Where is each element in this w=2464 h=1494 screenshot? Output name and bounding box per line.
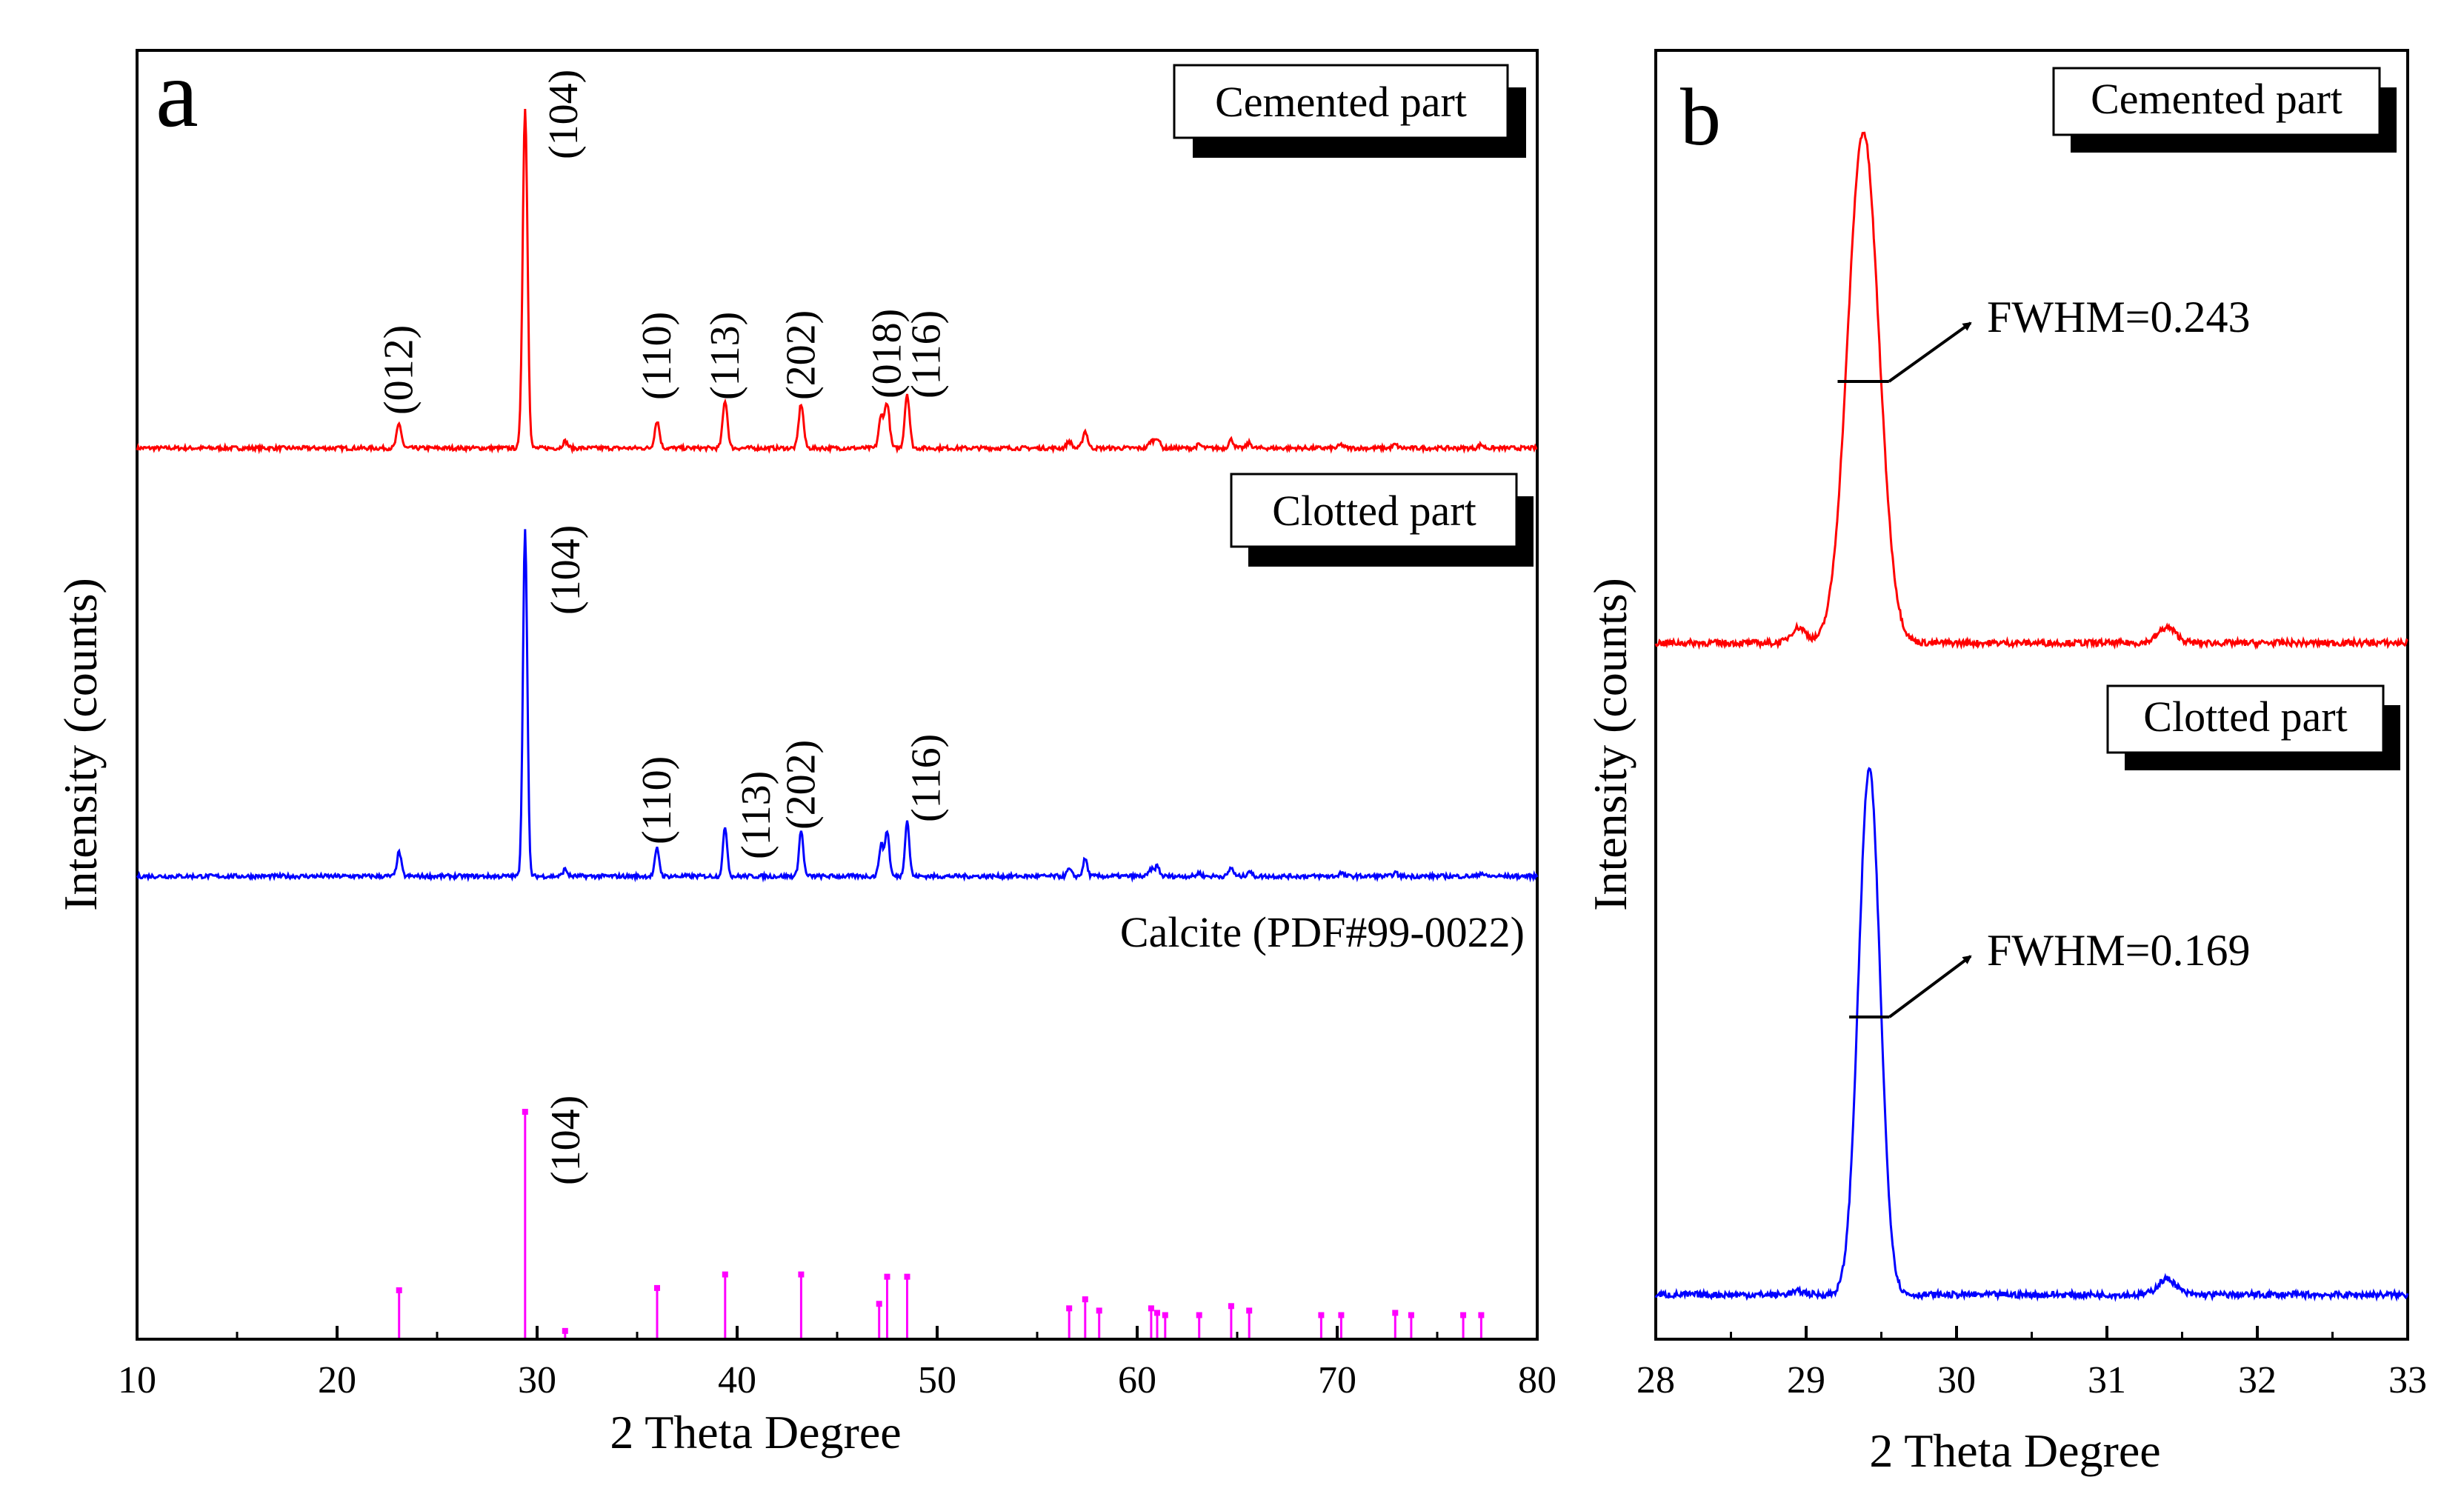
panel-b-fwhm-arrow: [1888, 321, 1972, 383]
panel-a-legend-cemented: Cemented part: [1173, 64, 1526, 158]
panel-a-annotations: (012)(104)(110) (113) (202) (018)(116)(104)…: [376, 70, 950, 1185]
panel-a-calcite-stem-marker: [1338, 1312, 1345, 1318]
panel-b-fwhm-label: FWHM=0.169: [1987, 926, 2251, 975]
panel-b-series-clotted-line: [1654, 767, 2409, 1302]
panel-a-cemented-hkl-label: (110): [634, 312, 680, 400]
panel-a-calcite-stem-marker: [1196, 1312, 1202, 1318]
panel-a-legend-cemented-label: Cemented part: [1215, 78, 1467, 126]
panel-a: a 10 20 30 40 50 60 70 80 2 Theta Degree Intens…: [54, 41, 1556, 1458]
panel-a-clotted-hkl-label: (202): [778, 740, 824, 830]
panel-b-legend-cemented: Cemented part: [2052, 67, 2397, 153]
panel-a-frame: [136, 49, 1539, 1341]
panel-a-cemented-hkl-label: (202): [778, 310, 824, 400]
panel-b-fwhm-annotations: FWHM=0.243 FWHM=0.169: [1837, 293, 2251, 1018]
panel-a-cemented-hkl-label: (018): [865, 309, 910, 398]
panel-a-calcite-stem-marker: [1228, 1303, 1234, 1310]
panel-a-cemented-hkl-label: (113): [702, 312, 748, 400]
panel-a-calcite-stem-marker: [798, 1271, 805, 1278]
panel-a-calcite-stem-marker: [1162, 1312, 1168, 1318]
panel-a-calcite-stem-marker: [396, 1287, 402, 1293]
panel-b-series-cemented-line: [1654, 131, 2408, 650]
panel-b-y-axis-label: Intensity (counts): [1584, 578, 1636, 911]
panel-a-calcite-stem-marker: [1460, 1312, 1467, 1318]
panel-a-x-tick-label: 60: [1118, 1359, 1156, 1401]
panel-a-calcite-stem-marker: [884, 1273, 890, 1280]
panel-b-legend-clotted-label: Clotted part: [2143, 693, 2347, 741]
panel-a-calcite-stem-marker: [1392, 1310, 1399, 1316]
panel-a-calcite-stem-marker: [1246, 1307, 1253, 1314]
panel-b-legend-clotted: Clotted part: [2106, 684, 2400, 770]
panel-a-calcite-stem-marker: [1082, 1296, 1088, 1303]
panel-a-x-tick-label: 30: [518, 1359, 556, 1401]
panel-a-clotted-hkl-label: (116): [904, 734, 950, 822]
panel-b-x-tick-label: 31: [2088, 1359, 2126, 1401]
panel-a-calcite-stem-marker: [522, 1109, 528, 1115]
panel-a-x-tick-label: 20: [318, 1359, 356, 1401]
panel-a-calcite-stem-marker: [654, 1284, 660, 1291]
panel-a-x-tick-label: 10: [118, 1359, 156, 1401]
panel-a-calcite-stem-marker: [1066, 1305, 1073, 1312]
panel-a-calcite-stem-marker: [1148, 1305, 1154, 1312]
panel-a-calcite-stem-marker: [1478, 1312, 1485, 1318]
panel-a-calcite-stem-marker: [562, 1327, 568, 1334]
panel-b-legend-cemented-label: Cemented part: [2091, 75, 2343, 123]
panel-b-fwhm-arrow: [1888, 955, 1972, 1018]
panel-a-x-tick-label: 80: [1518, 1359, 1556, 1401]
panel-a-series-clotted-line: [136, 529, 1539, 883]
panel-a-calcite-stem-marker: [722, 1271, 728, 1278]
panel-a-calcite-stem-marker: [876, 1301, 882, 1307]
panel-a-calcite-stem-marker: [904, 1273, 910, 1280]
panel-a-x-tick-label: 40: [718, 1359, 756, 1401]
panel-a-x-axis: 10 20 30 40 50 60 70 80: [118, 1326, 1556, 1401]
panel-a-cemented-hkl-label: (116): [904, 310, 950, 398]
panel-a-clotted-hkl-label: (110): [634, 756, 680, 844]
panel-a-series-calcite-stems: [396, 1109, 1485, 1338]
panel-b-x-tick-label: 28: [1636, 1359, 1675, 1401]
panel-b-fwhm-label: FWHM=0.243: [1987, 293, 2251, 341]
panel-a-reference-label: Calcite (PDF#99-0022): [1120, 908, 1525, 956]
panel-a-legend-clotted-label: Clotted part: [1272, 487, 1476, 535]
panel-b-x-tick-label: 32: [2238, 1359, 2277, 1401]
panel-b-x-axis-label: 2 Theta Degree: [1869, 1424, 2160, 1477]
panel-a-y-axis-label: Intensity (counts): [54, 578, 107, 911]
panel-b-x-tick-label: 29: [1787, 1359, 1825, 1401]
panel-a-x-tick-label: 50: [918, 1359, 956, 1401]
panel-b-x-axis: 28 29 30 31 32 33: [1636, 1326, 2427, 1401]
panel-a-calcite-stem-marker: [1096, 1307, 1102, 1314]
panel-a-cemented-hkl-label: (104): [541, 70, 587, 159]
panel-a-letter: a: [156, 41, 199, 147]
panel-a-calcite-stem-marker: [1318, 1312, 1325, 1318]
panel-b-letter: b: [1680, 72, 1721, 162]
panel-a-clotted-hkl-label: (113): [733, 771, 779, 859]
panel-a-calcite-stem-marker: [1154, 1310, 1160, 1316]
panel-a-series-cemented-line: [136, 108, 1538, 455]
panel-a-clotted-hkl-label: (104): [543, 525, 589, 615]
panel-a-x-tick-label: 70: [1318, 1359, 1356, 1401]
panel-b-x-tick-label: 33: [2388, 1359, 2427, 1401]
panel-a-calcite-stem-marker: [1408, 1312, 1414, 1318]
panel-a-calcite-hkl-label: (104): [543, 1096, 589, 1185]
panel-a-x-axis-label: 2 Theta Degree: [610, 1406, 901, 1458]
panel-a-cemented-hkl-label: (012): [376, 325, 422, 415]
panel-b: b 28 29 30 31 32 33 2 Theta Degree Intensity …: [1584, 49, 2427, 1477]
panel-a-legend-clotted: Clotted part: [1230, 473, 1534, 567]
panel-b-x-tick-label: 30: [1937, 1359, 1976, 1401]
